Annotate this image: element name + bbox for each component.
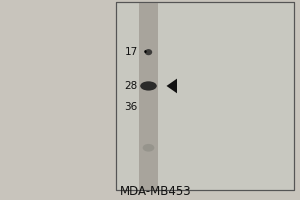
Text: •: • <box>143 48 148 57</box>
Text: 36: 36 <box>124 102 138 112</box>
Bar <box>116 2 294 190</box>
Ellipse shape <box>145 49 152 55</box>
Text: 17: 17 <box>124 47 138 57</box>
Text: MDA-MB453: MDA-MB453 <box>120 185 192 198</box>
Polygon shape <box>167 79 177 93</box>
Bar <box>116 2 294 190</box>
Ellipse shape <box>140 81 157 91</box>
Text: 28: 28 <box>124 81 138 91</box>
Ellipse shape <box>143 144 154 152</box>
Bar <box>139 2 158 190</box>
